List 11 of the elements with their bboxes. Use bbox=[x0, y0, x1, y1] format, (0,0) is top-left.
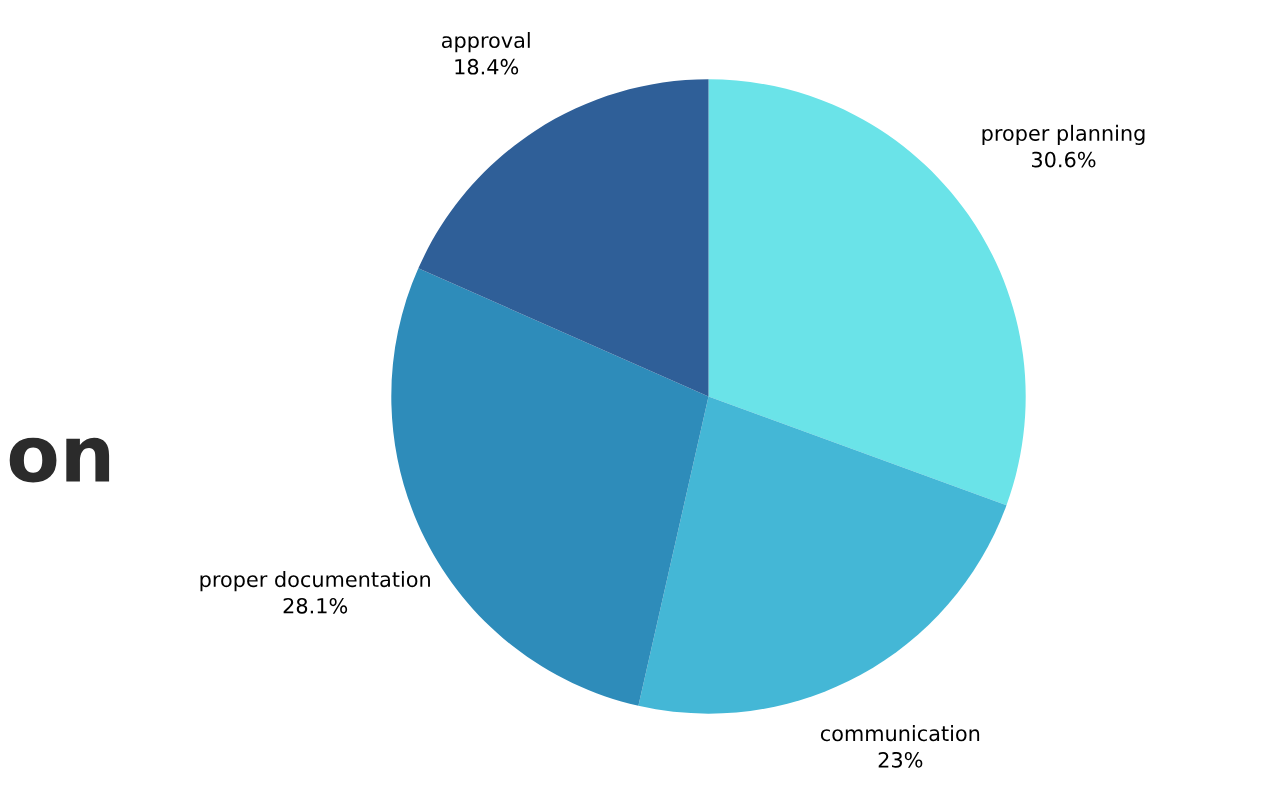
data-label: 18.4% bbox=[455, 58, 519, 75]
text: on bbox=[9, 437, 110, 483]
pie-slice bbox=[418, 79, 709, 397]
data-label: 28.1% bbox=[283, 597, 348, 614]
slice-label: proper planning bbox=[982, 124, 1145, 145]
slice-label: approval bbox=[441, 31, 530, 53]
slice-label: communication bbox=[820, 725, 980, 742]
pie-slice bbox=[638, 396, 1007, 714]
slice-label: proper documentation bbox=[200, 571, 430, 592]
data-label: 30.6% bbox=[1032, 151, 1096, 168]
data-label: 23% bbox=[878, 751, 923, 768]
